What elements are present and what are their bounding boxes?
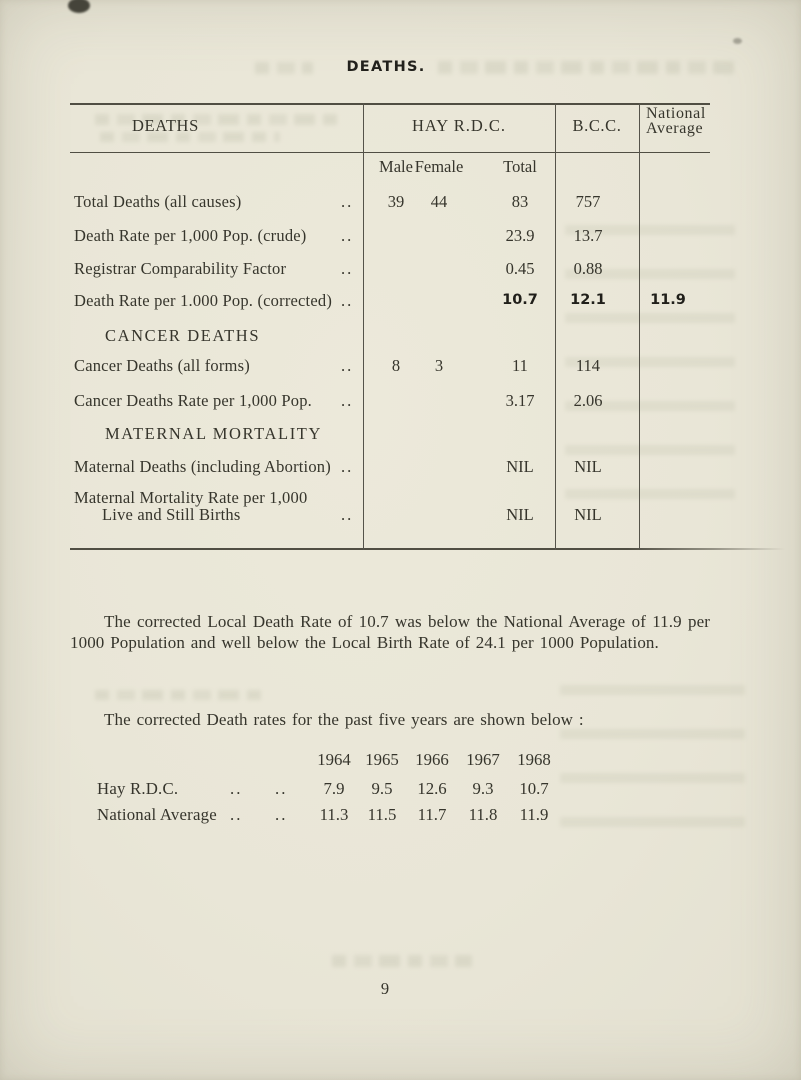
- leader-dots: ..: [341, 391, 354, 410]
- row-label-line1: Maternal Mortality Rate per 1,000: [74, 488, 308, 507]
- leader-dots: ..: [341, 356, 354, 375]
- table-row: Death Rate per 1.000 Pop. (corrected) ..…: [70, 290, 710, 311]
- year-header: 1965: [365, 750, 399, 769]
- national-average-line2: Average: [646, 119, 704, 137]
- row-label: Death Rate per 1.000 Pop. (corrected): [74, 291, 333, 310]
- scan-speck: [733, 38, 742, 44]
- leader-dots: ..: [230, 805, 243, 824]
- table-row: Maternal Deaths (including Abortion) .. …: [70, 456, 710, 477]
- row-label: Death Rate per 1,000 Pop. (crude): [74, 226, 307, 245]
- cell-bcc: 0.88: [573, 259, 603, 278]
- scan-speck: [68, 0, 90, 13]
- leader-dots: ..: [275, 805, 288, 824]
- rate-value: 11.9: [519, 805, 549, 824]
- rates-row-label-hay: Hay R.D.C.: [97, 779, 179, 798]
- table-rule-top: [70, 103, 710, 105]
- rate-value: 11.5: [367, 805, 397, 824]
- page-number: 9: [380, 979, 390, 998]
- leader-dots: ..: [230, 779, 243, 798]
- cell-total: 10.7: [502, 292, 538, 308]
- subheader-total: Total: [503, 157, 537, 176]
- rate-value: 9.5: [371, 779, 393, 798]
- row-label: Cancer Deaths (all forms): [74, 356, 250, 375]
- cell-bcc: 13.7: [573, 226, 603, 245]
- rates-row-label-national: National Average: [97, 805, 217, 824]
- cell-female: 44: [430, 192, 448, 211]
- cell-total: 23.9: [505, 226, 535, 245]
- page-title: DEATHS.: [346, 59, 426, 75]
- cell-total: 0.45: [505, 259, 535, 278]
- national-average-line1: National: [646, 105, 706, 122]
- cell-bcc: NIL: [574, 505, 602, 524]
- rate-value: 11.7: [417, 805, 447, 824]
- year-header: 1968: [517, 750, 551, 769]
- table-separator: [555, 103, 556, 550]
- column-header-national-average: National Average: [646, 105, 706, 137]
- bleed-through-artifact: [332, 955, 472, 967]
- paragraph-death-rate-summary: The corrected Local Death Rate of 10.7 w…: [70, 612, 710, 652]
- table-row: Total Deaths (all causes) .. 39 44 83 75…: [70, 191, 710, 212]
- bleed-through-artifact: [560, 685, 745, 835]
- table-row: Death Rate per 1,000 Pop. (crude) .. 23.…: [70, 225, 710, 246]
- rate-value: 11.3: [319, 805, 349, 824]
- row-label-line2: Live and Still Births: [102, 505, 241, 524]
- table-rule-header: [70, 152, 710, 153]
- cell-bcc: 757: [575, 192, 601, 211]
- column-header-hay-rdc: HAY R.D.C.: [411, 116, 507, 135]
- table-rule-bottom: [70, 548, 785, 550]
- cell-male: 39: [387, 192, 405, 211]
- cell-bcc: 2.06: [573, 391, 603, 410]
- leader-dots: ..: [341, 259, 354, 278]
- year-header: 1966: [415, 750, 449, 769]
- table-row: Live and Still Births .. NIL NIL: [70, 504, 710, 525]
- year-header: 1964: [317, 750, 351, 769]
- table-row: Cancer Deaths (all forms) .. 8 3 11 114: [70, 355, 710, 376]
- table-row: Cancer Deaths Rate per 1,000 Pop. .. 3.1…: [70, 390, 710, 411]
- subheader-male: Male: [379, 157, 413, 176]
- cell-total: 11: [512, 356, 528, 375]
- year-header: 1967: [466, 750, 500, 769]
- leader-dots: ..: [341, 226, 354, 245]
- leader-dots: ..: [275, 779, 288, 798]
- rate-value: 10.7: [519, 779, 549, 798]
- section-heading-row: CANCER DEATHS: [70, 325, 710, 346]
- column-header-deaths: DEATHS: [132, 116, 199, 135]
- row-label: Total Deaths (all causes): [74, 192, 242, 211]
- cell-female: 3: [434, 356, 444, 375]
- cell-male: 8: [391, 356, 401, 375]
- row-label: Registrar Comparability Factor: [74, 259, 287, 278]
- table-separator: [639, 103, 640, 550]
- section-heading-row: MATERNAL MORTALITY: [70, 423, 710, 444]
- rate-value: 11.8: [468, 805, 498, 824]
- cell-bcc: 114: [575, 356, 601, 375]
- leader-dots: ..: [341, 505, 354, 524]
- section-heading-cancer: CANCER DEATHS: [105, 326, 261, 345]
- subheader-female: Female: [414, 157, 464, 176]
- cell-national-average: 11.9: [650, 292, 686, 308]
- table-row: Registrar Comparability Factor .. 0.45 0…: [70, 258, 710, 279]
- cell-total: NIL: [506, 505, 534, 524]
- table-separator: [363, 103, 364, 550]
- leader-dots: ..: [341, 291, 354, 310]
- rate-value: 7.9: [323, 779, 345, 798]
- row-label: Cancer Deaths Rate per 1,000 Pop.: [74, 391, 312, 410]
- bleed-through-artifact: [95, 690, 265, 700]
- table-row: Maternal Mortality Rate per 1,000: [70, 487, 710, 508]
- rate-value: 9.3: [472, 779, 494, 798]
- cell-bcc: NIL: [574, 457, 602, 476]
- paragraph-five-year-intro: The corrected Death rates for the past f…: [104, 710, 584, 729]
- leader-dots: ..: [341, 192, 354, 211]
- cell-total: 83: [511, 192, 529, 211]
- leader-dots: ..: [341, 457, 354, 476]
- column-header-bcc: B.C.C.: [572, 116, 622, 135]
- row-label: Maternal Deaths (including Abortion): [74, 457, 331, 476]
- section-heading-maternal: MATERNAL MORTALITY: [105, 424, 322, 443]
- cell-total: NIL: [506, 457, 534, 476]
- cell-bcc: 12.1: [570, 292, 606, 308]
- cell-total: 3.17: [505, 391, 535, 410]
- deaths-table: DEATHS HAY R.D.C. B.C.C. National Averag…: [70, 103, 785, 550]
- rate-value: 12.6: [417, 779, 447, 798]
